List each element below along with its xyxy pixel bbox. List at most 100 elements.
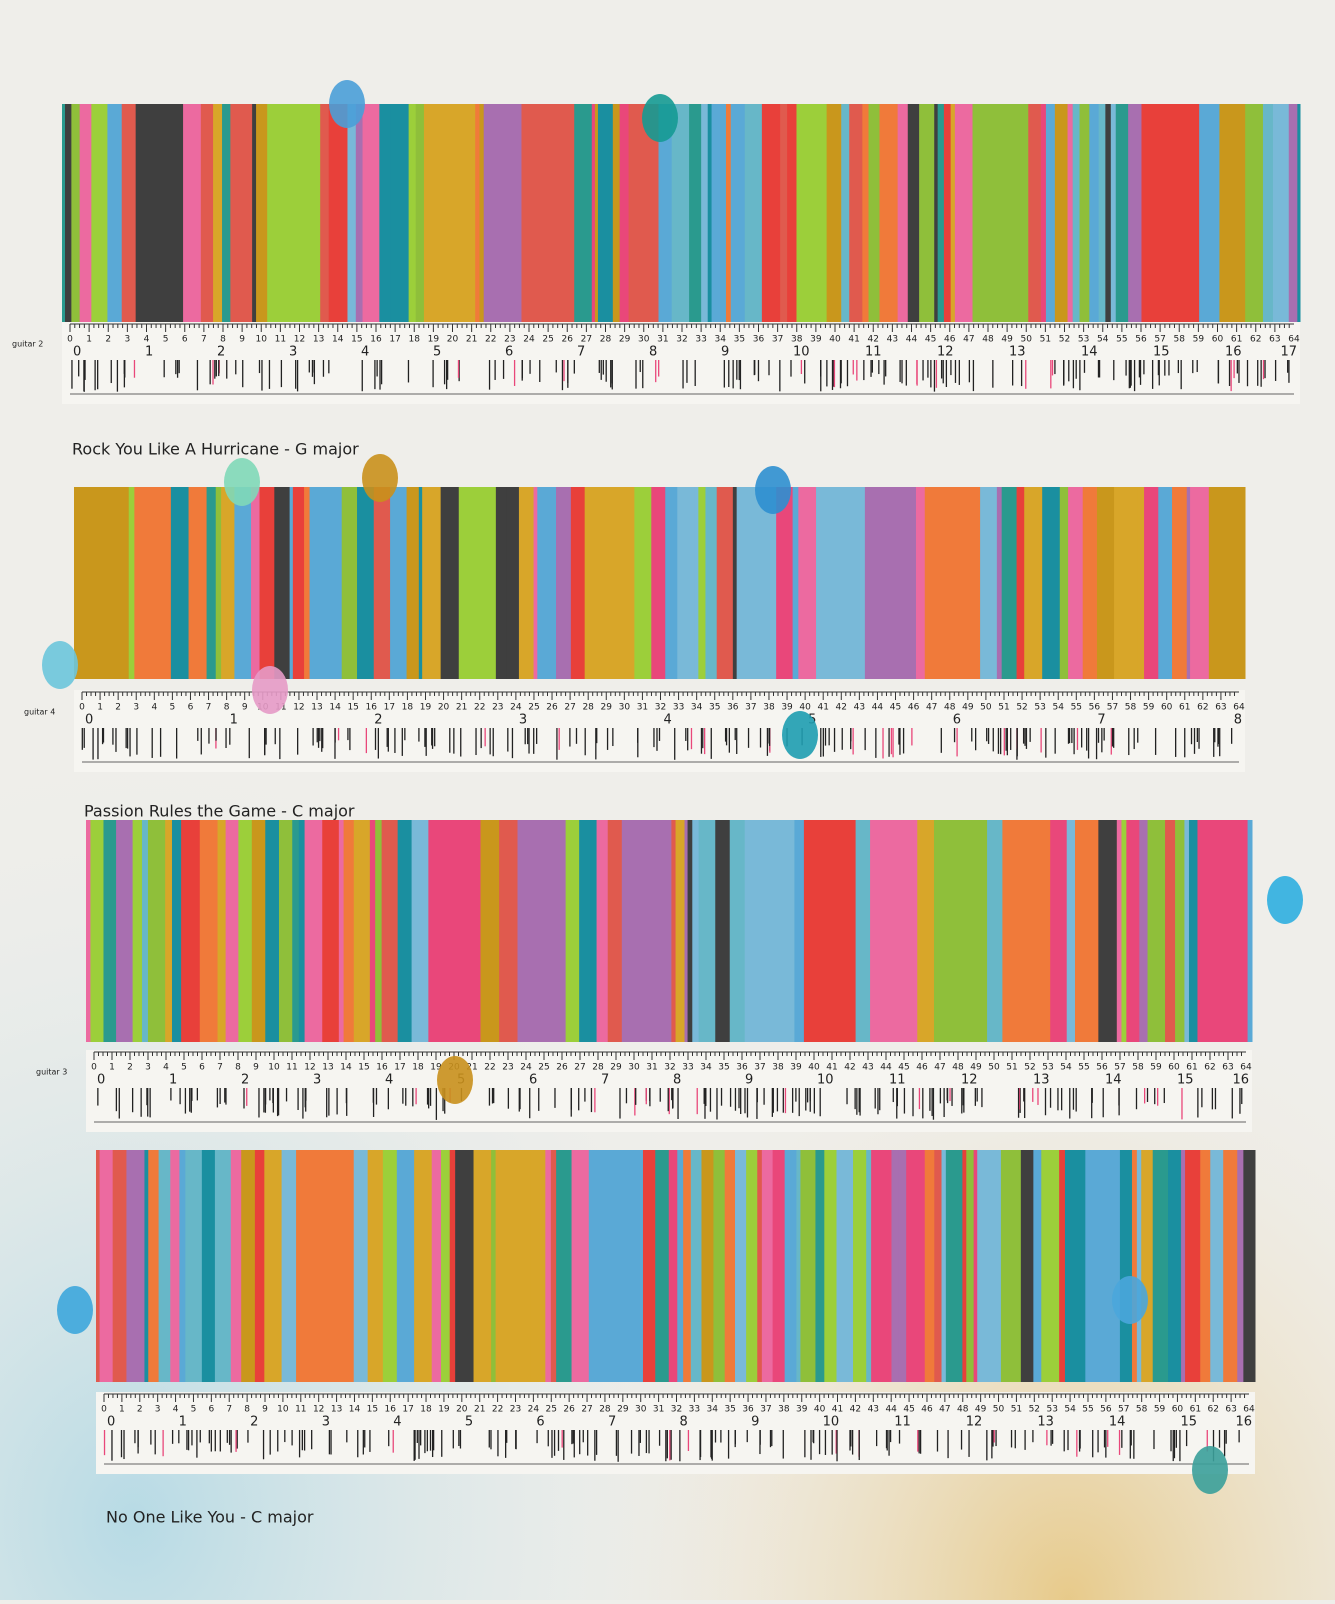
color-stripe: [99, 1150, 114, 1382]
beat-number: 7: [217, 1063, 223, 1073]
color-stripe: [234, 487, 252, 679]
color-stripe: [917, 820, 935, 1042]
beat-number: 53: [1078, 335, 1089, 345]
beat-number: 59: [1193, 335, 1205, 345]
color-stripe: [74, 487, 130, 679]
paint-blob: [755, 466, 791, 514]
color-stripe: [972, 104, 1029, 322]
color-stripe: [684, 820, 689, 1042]
beat-number: 53: [1034, 703, 1045, 713]
color-stripe: [200, 104, 214, 322]
beat-number: 22: [474, 703, 485, 713]
color-stripe: [813, 104, 828, 322]
color-stripe: [1184, 820, 1190, 1042]
color-stripe: [171, 820, 182, 1042]
color-stripe: [298, 820, 306, 1042]
paint-blob: [252, 666, 288, 714]
beat-number: 30: [619, 703, 631, 713]
color-stripe: [1041, 1150, 1060, 1382]
color-stripe: [338, 820, 345, 1042]
measure-number: 17: [1280, 345, 1297, 360]
color-stripe: [657, 487, 666, 679]
beat-number: 33: [689, 1405, 700, 1415]
color-stripe: [853, 1150, 867, 1382]
beat-number: 3: [125, 335, 131, 345]
color-stripe: [521, 104, 558, 322]
beat-number: 38: [778, 1405, 790, 1415]
color-stripe: [769, 487, 777, 679]
color-stripe: [675, 820, 686, 1042]
beat-number: 8: [244, 1405, 250, 1415]
color-stripe: [919, 104, 935, 322]
beat-number: 50: [993, 1405, 1005, 1415]
beat-number: 49: [1001, 335, 1013, 345]
beat-number: 41: [848, 335, 859, 345]
measure-number: 11: [865, 345, 882, 360]
beat-number: 17: [402, 1405, 413, 1415]
beat-number: 23: [492, 703, 503, 713]
beat-number: 34: [691, 703, 703, 713]
beat-number: 10: [277, 1405, 289, 1415]
beat-number: 53: [1042, 1063, 1053, 1073]
beat-number: 44: [885, 1405, 897, 1415]
color-stripe: [574, 104, 593, 322]
measure-number: 9: [745, 1073, 753, 1088]
color-stripe: [588, 1150, 644, 1382]
color-stripe: [729, 820, 746, 1042]
color-stripe: [367, 1150, 384, 1382]
beat-number: 22: [492, 1405, 503, 1415]
color-stripe: [181, 820, 201, 1042]
color-stripe: [730, 104, 746, 322]
beat-number: 40: [814, 1405, 826, 1415]
song-title: Passion Rules the Game - C major: [84, 802, 355, 821]
color-stripe: [677, 1150, 684, 1382]
measure-number: 2: [217, 345, 225, 360]
color-stripe: [411, 820, 429, 1042]
color-stripe: [499, 820, 519, 1042]
beat-number: 17: [394, 1063, 405, 1073]
beat-number: 49: [962, 703, 974, 713]
color-stripe: [353, 1150, 369, 1382]
color-stripe: [557, 104, 575, 322]
beat-number: 51: [1040, 335, 1051, 345]
color-stripe: [683, 1150, 692, 1382]
color-stripe: [159, 487, 172, 679]
color-stripe: [950, 104, 956, 322]
color-stripe: [545, 1150, 552, 1382]
color-stripe: [390, 487, 400, 679]
song-title: No One Like You - C major: [106, 1508, 314, 1527]
beat-number: 54: [1097, 335, 1109, 345]
color-stripe: [483, 104, 522, 322]
beat-number: 24: [520, 1063, 532, 1073]
beat-number: 23: [502, 1063, 513, 1073]
beat-number: 46: [921, 1405, 933, 1415]
color-stripe: [128, 487, 135, 679]
color-stripe: [1297, 104, 1301, 322]
color-stripe: [375, 820, 383, 1042]
beat-number: 2: [115, 703, 121, 713]
color-stripe: [1050, 820, 1068, 1042]
color-stripe: [1085, 1150, 1121, 1382]
color-stripe: [406, 487, 420, 679]
color-stripe: [980, 487, 998, 679]
color-stripe: [761, 104, 781, 322]
beat-number: 39: [790, 1063, 802, 1073]
song-title: Rock You Like A Hurricane - G major: [72, 440, 359, 459]
beat-number: 44: [872, 703, 884, 713]
color-stripe: [689, 104, 702, 322]
color-stripe: [1098, 820, 1118, 1042]
color-stripe: [1075, 820, 1089, 1042]
beat-number: 0: [67, 335, 73, 345]
beat-number: 45: [890, 703, 901, 713]
color-stripe: [259, 487, 275, 679]
color-stripe: [328, 104, 341, 322]
color-stripe: [1175, 820, 1185, 1042]
color-stripe: [677, 487, 696, 679]
beat-number: 17: [384, 703, 395, 713]
color-stripe: [304, 820, 323, 1042]
beat-number: 20: [438, 703, 450, 713]
color-stripe: [256, 104, 268, 322]
color-stripe: [390, 104, 410, 322]
color-stripe: [596, 820, 609, 1042]
